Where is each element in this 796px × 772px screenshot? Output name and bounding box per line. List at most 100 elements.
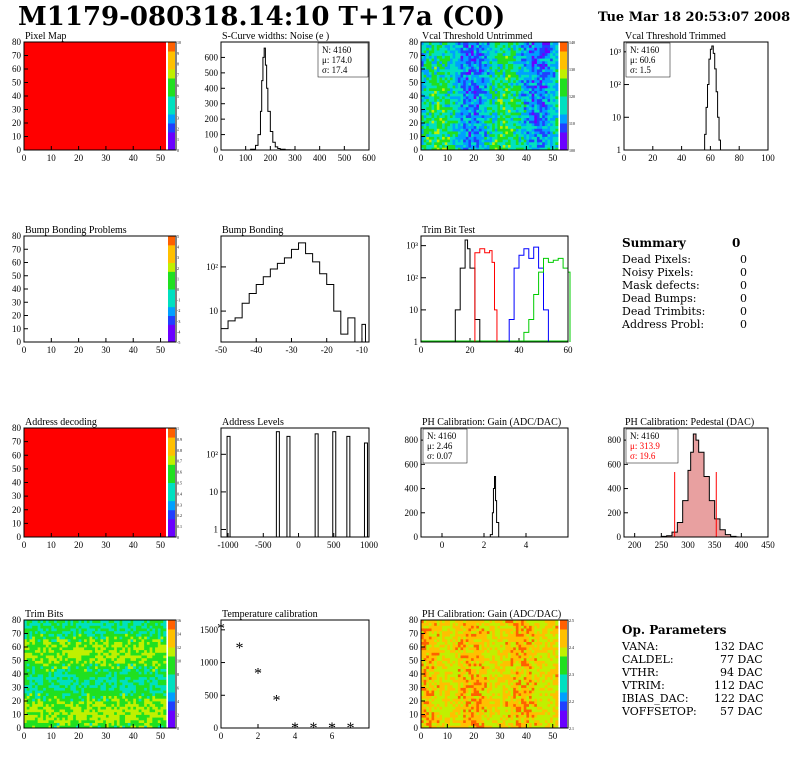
heatmap-cell bbox=[163, 711, 167, 715]
heatmap-cell bbox=[103, 630, 107, 634]
heatmap-cell bbox=[138, 711, 142, 715]
heatmap-cell bbox=[468, 141, 472, 145]
heatmap-cell bbox=[421, 622, 425, 626]
heatmap-cell bbox=[471, 90, 475, 94]
heatmap-cell bbox=[539, 117, 543, 121]
heatmap-cell bbox=[114, 657, 118, 661]
heatmap-cell bbox=[452, 109, 456, 113]
heatmap-cell bbox=[122, 649, 126, 653]
heatmap-cell bbox=[431, 50, 435, 54]
heatmap-cell bbox=[81, 698, 85, 702]
heatmap-cell bbox=[130, 709, 134, 713]
heatmap-cell bbox=[431, 104, 435, 108]
heatmap-cell bbox=[539, 120, 543, 124]
heatmap-cell bbox=[489, 117, 493, 121]
heatmap-cell bbox=[75, 665, 80, 669]
heatmap-cell bbox=[426, 663, 430, 667]
heatmap-cell bbox=[127, 695, 131, 699]
heatmap-cell bbox=[494, 104, 498, 108]
heatmap-cell bbox=[105, 644, 110, 648]
heatmap-cell bbox=[133, 703, 137, 707]
heatmap-cell bbox=[122, 703, 126, 707]
trim-bit-series-green bbox=[519, 257, 571, 343]
z-scale-cell-p3 bbox=[560, 42, 567, 52]
heatmap-cell bbox=[138, 722, 142, 726]
heatmap-cell bbox=[157, 676, 161, 680]
heatmap-cell bbox=[529, 44, 533, 48]
heatmap-cell bbox=[70, 698, 74, 702]
heatmap-cell bbox=[108, 649, 112, 653]
heatmap-cell bbox=[434, 117, 438, 121]
heatmap-cell bbox=[489, 120, 493, 124]
heatmap-cell bbox=[476, 55, 480, 59]
heatmap-cell bbox=[111, 690, 115, 694]
heatmap-cell bbox=[75, 638, 80, 642]
z-scale-cell-p5 bbox=[168, 289, 175, 299]
heatmap-cell bbox=[54, 641, 58, 645]
heatmap-cell bbox=[160, 711, 164, 715]
heatmap-cell bbox=[492, 87, 496, 91]
heatmap-cell bbox=[436, 123, 440, 127]
heatmap-cell bbox=[141, 701, 145, 705]
heatmap-cell bbox=[489, 101, 493, 105]
heatmap-cell bbox=[449, 96, 454, 100]
x-tick-label-p14: 4 bbox=[293, 731, 298, 741]
y-tick-label-p1: 50 bbox=[12, 78, 22, 88]
heatmap-cell bbox=[81, 717, 85, 721]
heatmap-cell bbox=[510, 85, 514, 89]
heatmap-cell bbox=[492, 112, 496, 116]
heatmap-cell bbox=[468, 77, 472, 81]
heatmap-cell bbox=[442, 638, 446, 642]
heatmap-cell bbox=[463, 66, 467, 70]
heatmap-cell bbox=[547, 79, 551, 83]
heatmap-cell bbox=[492, 96, 496, 100]
heatmap-cell bbox=[421, 655, 425, 659]
heatmap-cell bbox=[119, 660, 123, 664]
heatmap-cell bbox=[486, 63, 490, 67]
heatmap-cell bbox=[34, 647, 39, 651]
heatmap-cell bbox=[40, 703, 44, 707]
heatmap-cell bbox=[505, 123, 509, 127]
heatmap-cell bbox=[100, 679, 104, 683]
z-scale-cell-p5 bbox=[168, 333, 175, 343]
heatmap-cell bbox=[75, 660, 80, 664]
heatmap-cell bbox=[426, 87, 430, 91]
heatmap-cell bbox=[95, 682, 99, 686]
heatmap-cell bbox=[135, 663, 140, 667]
z-scale-cell-p13 bbox=[168, 674, 175, 684]
heatmap-cell bbox=[471, 128, 475, 132]
heatmap-cell bbox=[130, 644, 134, 648]
heatmap-cell bbox=[444, 90, 448, 94]
heatmap-cell bbox=[544, 144, 548, 148]
heatmap-cell bbox=[468, 147, 472, 151]
heatmap-cell bbox=[95, 644, 99, 648]
heatmap-cell bbox=[502, 47, 506, 51]
heatmap-cell bbox=[54, 665, 58, 669]
heatmap-cell bbox=[529, 66, 533, 70]
heatmap-cell bbox=[468, 109, 472, 113]
heatmap-cell bbox=[465, 114, 469, 118]
heatmap-cell bbox=[502, 141, 506, 145]
heatmap-cell bbox=[29, 655, 33, 659]
heatmap-cell bbox=[54, 633, 58, 637]
heatmap-cell bbox=[152, 649, 156, 653]
y-tick-label-p2: 100 bbox=[205, 130, 219, 140]
heatmap-cell bbox=[471, 93, 475, 97]
heatmap-cell bbox=[135, 665, 140, 669]
heatmap-cell bbox=[457, 133, 461, 137]
heatmap-cell bbox=[510, 87, 514, 91]
heatmap-cell bbox=[478, 55, 482, 59]
heatmap-cell bbox=[523, 117, 527, 121]
heatmap-cell bbox=[421, 657, 425, 661]
heatmap-cell bbox=[423, 82, 427, 86]
heatmap-cell bbox=[40, 633, 44, 637]
heatmap-cell bbox=[492, 147, 496, 151]
heatmap-cell bbox=[428, 42, 432, 46]
heatmap-cell bbox=[497, 55, 501, 59]
heatmap-cell bbox=[507, 60, 511, 64]
heatmap-cell bbox=[103, 714, 107, 718]
heatmap-cell bbox=[431, 690, 435, 694]
heatmap-cell bbox=[97, 690, 101, 694]
heatmap-cell bbox=[40, 668, 44, 672]
heatmap-cell bbox=[449, 133, 454, 137]
